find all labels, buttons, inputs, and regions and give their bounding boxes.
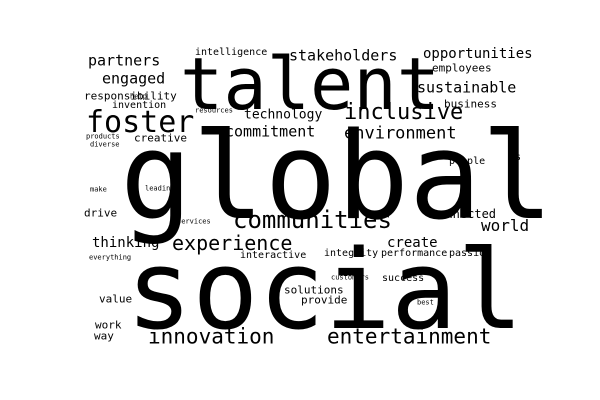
word-best: best xyxy=(417,298,434,307)
word-everything: everything xyxy=(89,253,132,262)
word-partners: partners xyxy=(88,51,161,70)
word-intelligence: intelligence xyxy=(195,47,268,58)
word-responsibility: responsibility xyxy=(84,89,177,103)
word-commitment: commitment xyxy=(225,122,316,141)
word-solutions: solutions xyxy=(284,283,344,297)
word-products: products xyxy=(86,132,120,141)
word-stakeholders: stakeholders xyxy=(289,46,398,65)
word-performance: performance xyxy=(381,248,448,259)
word-help: help xyxy=(130,92,147,101)
word-entertainment: entertainment xyxy=(327,324,492,349)
word-value: value xyxy=(99,292,133,306)
word-diverse: diverse xyxy=(90,140,120,149)
word-services: services xyxy=(177,217,211,226)
word-talent: talent xyxy=(180,42,441,126)
word-inclusive: inclusive xyxy=(344,100,464,125)
word-leading: leading xyxy=(145,184,175,193)
word-customers: customers xyxy=(331,273,369,282)
word-provide: provide xyxy=(301,293,348,307)
word-integrity: integrity xyxy=(324,248,379,259)
word-make: make xyxy=(90,185,107,194)
word-create: create xyxy=(387,235,438,251)
word-people: people xyxy=(449,156,486,167)
word-communities: communities xyxy=(233,206,392,234)
word-thinking: thinking xyxy=(92,235,160,251)
word-opportunities: opportunities xyxy=(423,46,533,62)
word-creative: creative xyxy=(134,131,187,145)
word-us: us xyxy=(509,152,522,163)
word-experience: experience xyxy=(172,231,293,255)
word-social: social xyxy=(126,226,524,354)
word-business: business xyxy=(444,97,497,111)
word-sustainable: sustainable xyxy=(417,78,517,97)
word-way: way xyxy=(94,329,114,343)
word-foster: foster xyxy=(86,105,195,140)
word-employees: employees xyxy=(432,61,492,75)
word-connected: connected xyxy=(431,207,497,221)
word-world: world xyxy=(481,216,530,235)
word-global: global xyxy=(120,108,554,247)
word-work: work xyxy=(95,318,122,332)
word-success: success xyxy=(382,273,425,284)
word-drive: drive xyxy=(84,206,118,220)
word-innovation: innovation xyxy=(148,324,275,349)
word-technology: technology xyxy=(244,107,323,123)
word-invention: invention xyxy=(112,100,167,111)
word-interactive: interactive xyxy=(240,250,307,261)
word-engaged: engaged xyxy=(102,69,166,88)
word-passion: passion xyxy=(449,248,492,259)
word-resources: resources xyxy=(195,106,233,115)
word-environment: environment xyxy=(344,123,457,144)
